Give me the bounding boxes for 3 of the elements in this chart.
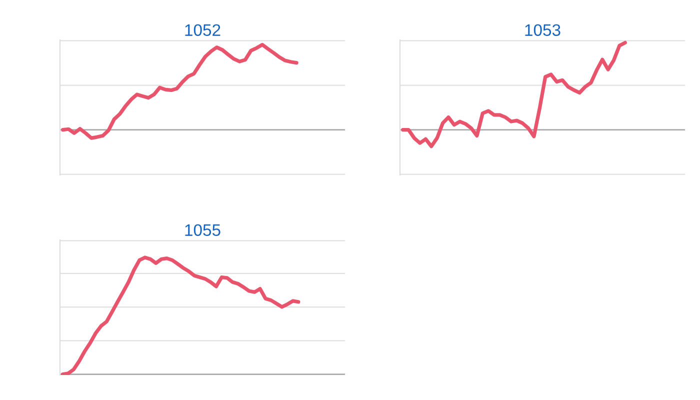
chart-title: 1052	[185, 24, 220, 36]
chart-title: 1055	[185, 224, 220, 236]
chart-title: 1053	[525, 24, 560, 36]
